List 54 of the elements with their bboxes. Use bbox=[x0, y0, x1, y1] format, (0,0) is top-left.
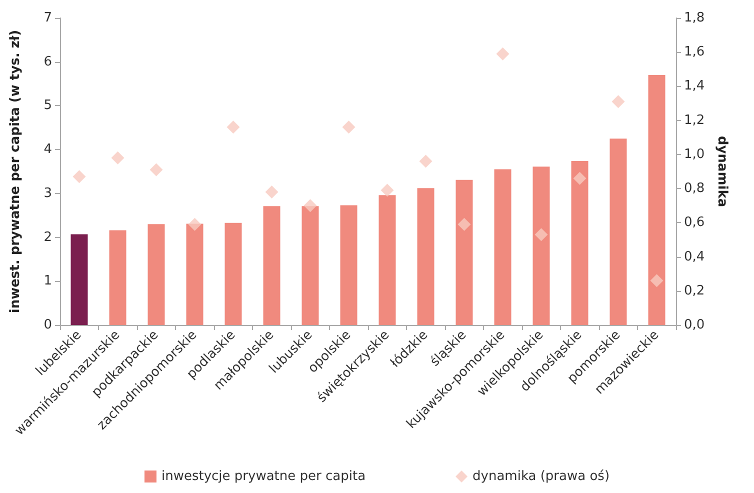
y-tick-label: 0 bbox=[44, 318, 52, 332]
point bbox=[573, 172, 586, 185]
bar bbox=[648, 75, 666, 325]
point bbox=[342, 120, 356, 134]
bar bbox=[417, 188, 434, 325]
bar bbox=[186, 224, 204, 325]
y-tick-label: 5 bbox=[44, 98, 52, 114]
point bbox=[188, 218, 202, 231]
legend-label: inwestycje prywatne per capita bbox=[161, 469, 366, 484]
y-tick-label: 4 bbox=[44, 142, 52, 158]
y-tick-label: 1 bbox=[44, 274, 52, 289]
point bbox=[650, 274, 664, 288]
bar bbox=[494, 169, 512, 325]
bar bbox=[109, 230, 126, 325]
bar bbox=[70, 234, 88, 325]
bar bbox=[610, 138, 627, 325]
y2-tick-label: 0,2 bbox=[684, 283, 705, 298]
y2-tick-label: 1,8 bbox=[684, 10, 705, 26]
y-tick-label: 3 bbox=[44, 186, 52, 201]
legend-label: dynamika (prawa oś) bbox=[472, 469, 610, 484]
y-tick-label: 2 bbox=[44, 230, 52, 245]
bar bbox=[532, 166, 550, 325]
point bbox=[612, 95, 625, 108]
bar bbox=[224, 222, 242, 325]
y-axis-title: inwest. prywatne per capita (w tys. zł) bbox=[8, 30, 23, 314]
bar bbox=[340, 205, 358, 325]
y2-tick-label: 1,6 bbox=[684, 44, 705, 60]
point bbox=[496, 47, 510, 60]
point bbox=[265, 185, 278, 198]
bar bbox=[378, 195, 396, 325]
point bbox=[304, 199, 317, 212]
point bbox=[111, 151, 124, 164]
bar bbox=[263, 206, 280, 325]
y2-axis-title: dynamika bbox=[714, 136, 730, 208]
point bbox=[72, 170, 86, 184]
bar bbox=[456, 180, 473, 325]
y2-tick-label: 0,6 bbox=[684, 215, 705, 230]
y2-tick-label: 0,8 bbox=[684, 181, 705, 196]
y2-tick-label: 0,4 bbox=[684, 249, 705, 264]
y2-tick-label: 1,2 bbox=[684, 112, 705, 128]
bar bbox=[302, 206, 319, 325]
point bbox=[419, 154, 432, 168]
point bbox=[534, 228, 548, 242]
point bbox=[150, 163, 163, 176]
y2-tick-label: 1,0 bbox=[684, 146, 705, 162]
point bbox=[226, 120, 240, 134]
y-tick-label: 7 bbox=[44, 10, 52, 26]
bar bbox=[148, 224, 165, 325]
y-tick-label: 6 bbox=[44, 54, 52, 70]
bar bbox=[571, 160, 588, 325]
point bbox=[380, 184, 394, 197]
y2-tick-label: 0,0 bbox=[684, 318, 705, 332]
point bbox=[458, 218, 471, 231]
y2-tick-label: 1,4 bbox=[684, 78, 705, 94]
